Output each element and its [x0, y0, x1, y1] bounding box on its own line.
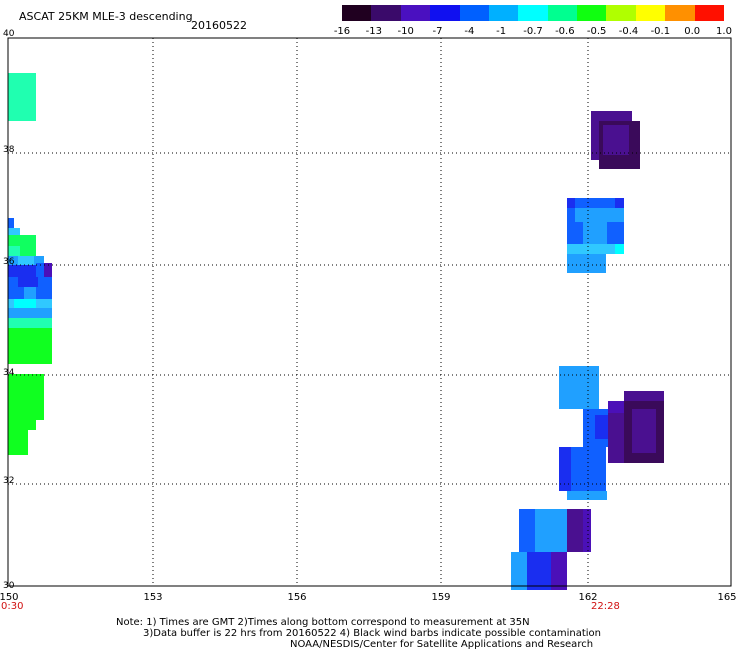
colorbar-label: -7: [432, 26, 443, 37]
colorbar-label: -0.1: [650, 26, 671, 37]
colorbar-segment: [577, 5, 607, 21]
footnote-line-2: 3)Data buffer is 22 hrs from 20160522 4)…: [143, 628, 601, 639]
colorbar-segment: [459, 5, 490, 21]
wind-cell: [8, 420, 36, 430]
lat-label-36: 36: [3, 257, 15, 267]
lon-label-162: 162: [578, 592, 598, 603]
wind-cell: [551, 552, 567, 590]
lon-label-153: 153: [143, 592, 163, 603]
time-label-start: 0:30: [1, 601, 24, 612]
colorbar-segment: [518, 5, 549, 21]
wind-cell: [567, 208, 575, 222]
wind-cell: [8, 228, 20, 238]
wind-cell: [20, 246, 36, 256]
colorbar-segment: [694, 5, 725, 21]
chart-date: 20160522: [191, 19, 247, 32]
wind-cell: [527, 552, 551, 590]
data-swaths: [8, 73, 664, 590]
wind-cell: [632, 409, 656, 453]
wind-cell: [567, 491, 607, 500]
lon-label-165: 165: [717, 592, 737, 603]
wind-cell: [8, 308, 52, 318]
lon-label-156: 156: [287, 592, 307, 603]
wind-cell: [567, 208, 624, 222]
wind-cell: [8, 374, 44, 420]
colorbar: [342, 5, 725, 21]
wind-cell: [14, 299, 36, 308]
colorbar-label: 1.0: [716, 26, 732, 37]
colorbar-segment: [371, 5, 402, 21]
colorbar-segment: [665, 5, 696, 21]
footnote-line-1: Note: 1) Times are GMT 2)Times along bot…: [116, 617, 530, 628]
colorbar-label: -0.5: [586, 26, 607, 37]
wind-cell: [8, 328, 52, 364]
wind-cell: [575, 198, 615, 208]
wind-cell: [8, 73, 36, 121]
colorbar-label: -0.4: [618, 26, 639, 37]
wind-cell: [18, 256, 34, 266]
lat-label-30: 30: [3, 581, 15, 591]
lat-label-34: 34: [3, 368, 15, 378]
lat-lon-grid: [8, 38, 731, 586]
wind-cell: [583, 222, 607, 244]
colorbar-label: -0.6: [555, 26, 575, 37]
time-label-end: 22:28: [591, 601, 620, 612]
wind-cell: [615, 244, 624, 254]
colorbar-segment: [606, 5, 637, 21]
wind-cell: [24, 287, 36, 299]
colorbar-label: -16: [333, 26, 351, 37]
colorbar-label: -0.7: [523, 26, 543, 37]
wind-cell: [18, 277, 38, 287]
wind-cell: [8, 235, 36, 246]
colorbar-label: -1: [496, 26, 507, 37]
lat-label-38: 38: [3, 145, 15, 155]
lat-label-32: 32: [3, 476, 15, 486]
colorbar-segment: [342, 5, 372, 21]
wind-cell: [595, 415, 608, 439]
wind-cell: [8, 430, 28, 455]
wind-cell: [624, 391, 664, 401]
lon-label-150: 150: [0, 592, 19, 603]
colorbar-label: -10: [397, 26, 414, 37]
plot-frame: [7, 37, 732, 587]
wind-cell: [567, 244, 624, 254]
colorbar-label: -13: [365, 26, 382, 37]
wind-cell: [608, 401, 624, 413]
colorbar-segment: [430, 5, 461, 21]
wind-cell: [559, 366, 599, 409]
wind-cell: [567, 509, 583, 552]
wind-cell: [567, 254, 606, 273]
wind-cell: [603, 125, 629, 155]
colorbar-label: -4: [464, 26, 475, 37]
lon-label-159: 159: [431, 592, 451, 603]
wind-cell: [36, 263, 44, 277]
colorbar-segment: [635, 5, 666, 21]
colorbar-segment: [400, 5, 431, 21]
wind-cell: [535, 509, 567, 552]
wind-cell: [8, 218, 14, 234]
colorbar-segment: [488, 5, 519, 21]
wind-cell: [8, 318, 52, 328]
colorbar-segment: [547, 5, 578, 21]
lat-label-40: 40: [3, 29, 15, 39]
colorbar-label: 0.0: [684, 26, 701, 37]
wind-cell: [583, 509, 591, 552]
chart-title: ASCAT 25KM MLE-3 descending: [19, 10, 193, 23]
footnote-line-3: NOAA/NESDIS/Center for Satellite Applica…: [290, 639, 594, 650]
